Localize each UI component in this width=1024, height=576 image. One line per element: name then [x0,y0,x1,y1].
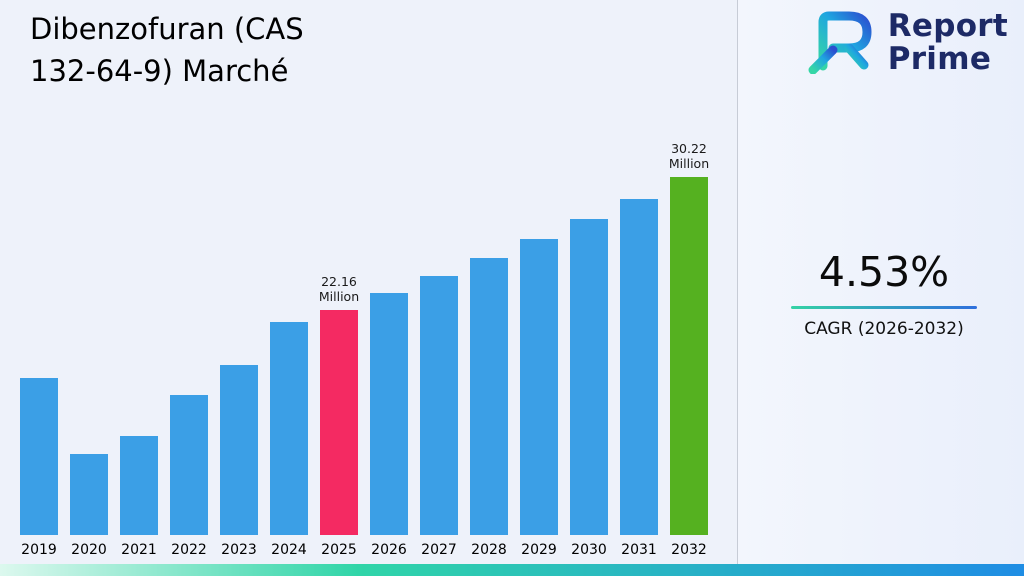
bar-group-2020: 2020 [64,454,114,560]
right-panel [738,0,1024,576]
bar-chart: 2019 2020 2021 2022 2023 2024 22.16 Million 2025… [14,141,714,560]
bar-group-2028: 2028 [464,258,514,560]
bar-group-2024: 2024 [264,322,314,560]
bar-group-2031: 2031 [614,199,664,560]
brand-word-prime: Prime [887,41,992,77]
vertical-divider [737,0,738,576]
bottom-gradient-strip [0,564,1024,576]
bar-2026 [370,293,408,535]
bar-2019 [20,378,58,535]
bar-chart-plot-area: 2019 2020 2021 2022 2023 2024 22.16 Million 2025… [14,141,714,560]
x-axis-label-2020: 2020 [71,542,107,558]
bar-2025 [320,310,358,535]
bar-2020 [70,454,108,535]
bar-2031 [620,199,658,535]
cagr-label: CAGR (2026-2032) [804,319,964,339]
bar-2032 [670,177,708,535]
cagr-value: 4.53% [818,248,950,296]
bar-2027 [420,276,458,535]
bar-2028 [470,258,508,535]
bar-group-2026: 2026 [364,293,414,560]
x-axis-label-2024: 2024 [271,542,307,558]
bar-group-2019: 2019 [14,378,64,560]
bar-2029 [520,239,558,535]
bar-2024 [270,322,308,535]
report-prime-wordmark: Report Prime [887,7,1008,77]
brand-word-report: Report [887,7,1008,44]
x-axis-label-2021: 2021 [121,542,157,558]
bar-value-label-2032: 30.22 Million [668,140,710,172]
bar-group-2022: 2022 [164,395,214,560]
x-axis-label-2030: 2030 [571,542,607,558]
x-axis-label-2023: 2023 [221,542,257,558]
report-prime-logo: Report Prime [805,8,1008,78]
bar-group-2021: 2021 [114,436,164,560]
x-axis-label-2031: 2031 [621,542,657,558]
cagr-underline [791,306,977,309]
bar-group-2030: 2030 [564,219,614,560]
cagr-block: 4.53% CAGR (2026-2032) [782,248,986,339]
bar-group-2027: 2027 [414,276,464,560]
bar-group-2023: 2023 [214,365,264,560]
x-axis-label-2025: 2025 [321,542,357,558]
x-axis-label-2026: 2026 [371,542,407,558]
bar-group-2025: 22.16 Million 2025 [314,274,364,560]
bar-value-label-2025: 22.16 Million [318,273,360,305]
page-title: Dibenzofuran (CAS 132-64-9) Marché [30,12,304,89]
bar-group-2029: 2029 [514,239,564,560]
x-axis-label-2022: 2022 [171,542,207,558]
x-axis-label-2027: 2027 [421,542,457,558]
bar-2021 [120,436,158,535]
bar-2030 [570,219,608,535]
bar-2023 [220,365,258,535]
x-axis-label-2029: 2029 [521,542,557,558]
report-prime-logo-icon [805,8,879,78]
x-axis-label-2019: 2019 [21,542,57,558]
bar-2022 [170,395,208,535]
bar-group-2032: 30.22 Million 2032 [664,141,714,560]
x-axis-label-2032: 2032 [671,542,707,558]
x-axis-label-2028: 2028 [471,542,507,558]
